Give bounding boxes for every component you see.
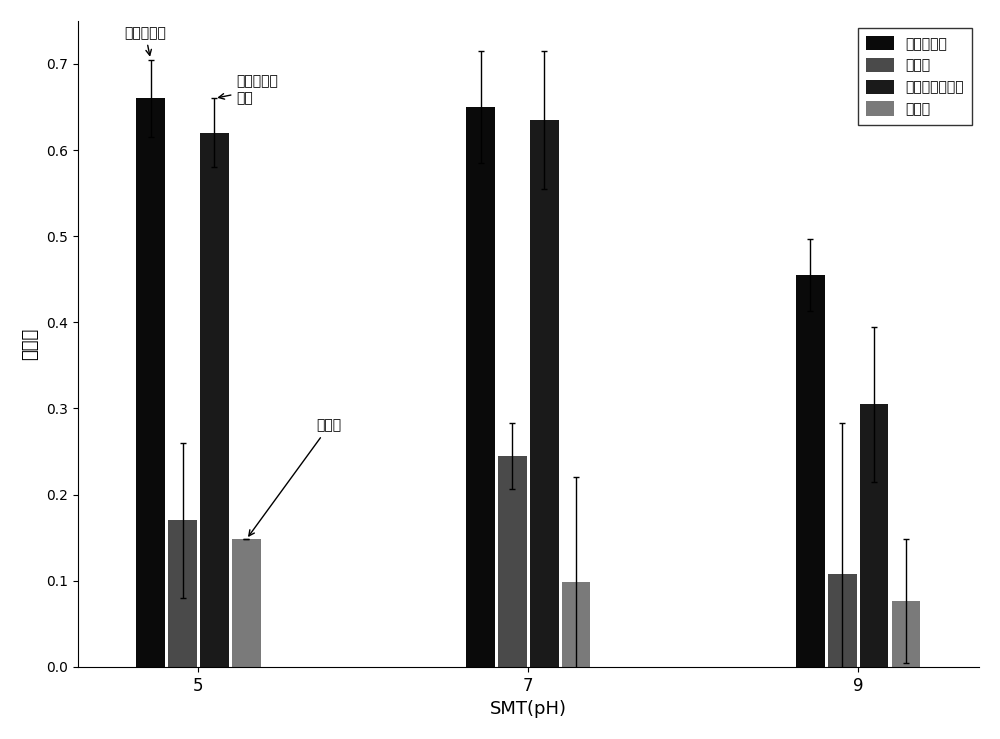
Bar bbox=[168, 520, 197, 667]
Legend: 固定化菌剂, 游离菌, 固定化无菌小球, 空白组: 固定化菌剂, 游离菌, 固定化无菌小球, 空白组 bbox=[858, 28, 972, 124]
Bar bbox=[562, 582, 590, 667]
Bar bbox=[466, 107, 495, 667]
Bar bbox=[828, 574, 857, 667]
Text: 空白组: 空白组 bbox=[249, 419, 342, 536]
Bar bbox=[530, 120, 559, 667]
Text: 固定化无菌
小球: 固定化无菌 小球 bbox=[219, 75, 278, 105]
Bar bbox=[498, 456, 527, 667]
Bar bbox=[892, 601, 920, 667]
Bar bbox=[200, 133, 229, 667]
Y-axis label: 去除率: 去除率 bbox=[21, 327, 39, 360]
Bar bbox=[136, 98, 165, 667]
Bar bbox=[796, 275, 825, 667]
Bar bbox=[232, 539, 261, 667]
X-axis label: SMT(pH): SMT(pH) bbox=[490, 700, 567, 718]
Bar bbox=[860, 404, 888, 667]
Text: 固定化菌剂: 固定化菌剂 bbox=[124, 26, 166, 55]
